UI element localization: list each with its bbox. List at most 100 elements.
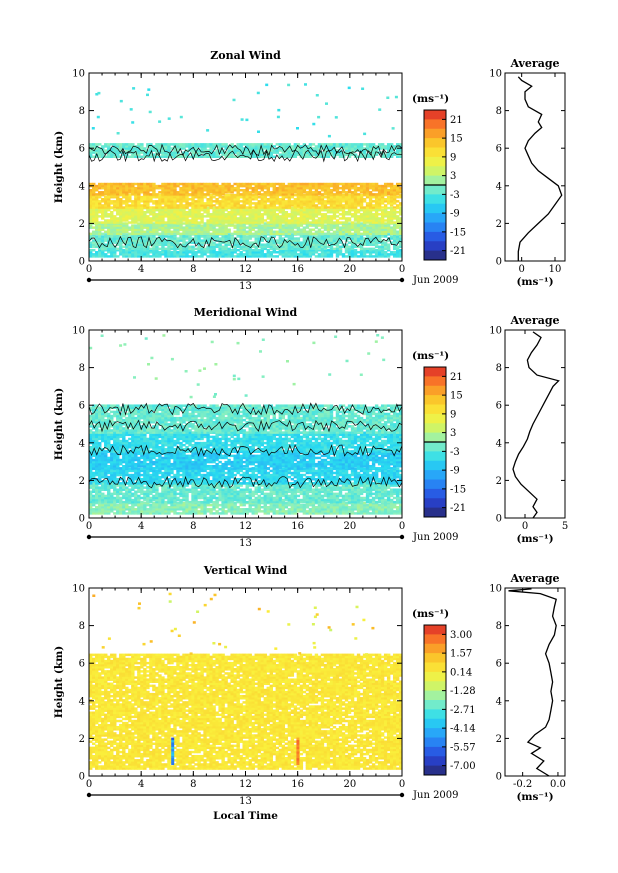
heatmap-cell	[290, 149, 295, 152]
heatmap-cell	[155, 226, 159, 229]
heatmap-cell	[101, 151, 105, 154]
heatmap-cell	[242, 189, 246, 192]
heatmap-cell	[125, 235, 129, 238]
heatmap-cell	[146, 245, 150, 249]
heatmap-cell	[308, 248, 313, 252]
heatmap-cell	[134, 195, 138, 199]
heatmap-cell	[215, 500, 219, 504]
heatmap-cell	[332, 210, 337, 214]
heatmap-cell	[365, 195, 370, 199]
heatmap-cell	[272, 217, 276, 220]
heatmap-cell	[275, 182, 280, 186]
heatmap-cell	[275, 195, 280, 199]
heatmap-cell	[122, 210, 126, 214]
heatmap-cell	[101, 217, 105, 220]
heatmap-cell	[302, 219, 307, 222]
heatmap-cell	[221, 508, 225, 511]
date-label: 13	[239, 281, 252, 292]
heatmap-cell	[302, 213, 307, 216]
heatmap-cell	[335, 251, 340, 254]
heatmap-cell	[170, 239, 174, 242]
heatmap-cell	[203, 253, 207, 256]
heatmap-cell	[203, 143, 207, 146]
heatmap-cell	[332, 500, 337, 504]
heatmap-cell	[146, 228, 150, 231]
heatmap-cell	[257, 145, 261, 148]
heatmap-cell	[395, 193, 400, 196]
heatmap-cell	[290, 226, 295, 229]
heatmap-cell	[212, 200, 216, 203]
heatmap-cell	[221, 235, 225, 238]
heatmap-cell	[362, 255, 367, 258]
heatmap-cell	[215, 217, 219, 220]
heatmap-cell	[146, 93, 149, 97]
heatmap-cell	[200, 228, 204, 231]
heatmap-cell	[131, 204, 135, 207]
heatmap-cell	[383, 219, 388, 222]
heatmap-cell	[299, 241, 304, 244]
heatmap-cell	[197, 239, 201, 242]
heatmap-cell	[341, 147, 346, 150]
heatmap-cell	[149, 189, 153, 192]
y-tick-label: 0	[79, 257, 85, 268]
heatmap-cell	[281, 245, 286, 249]
heatmap-cell	[272, 239, 276, 242]
heatmap-cell	[191, 202, 195, 205]
heatmap-cell	[206, 200, 210, 203]
heatmap-cell	[383, 235, 388, 238]
heatmap-cell	[170, 206, 174, 209]
heatmap-cell	[266, 230, 270, 234]
heatmap-cell	[248, 221, 252, 224]
heatmap-cell	[341, 184, 346, 188]
heatmap-cell	[380, 248, 385, 252]
heatmap-cell	[266, 149, 270, 152]
heatmap-cell	[347, 206, 352, 209]
heatmap-cell	[167, 200, 171, 203]
heatmap-cell	[125, 224, 129, 227]
heatmap-cell	[140, 248, 144, 252]
heatmap-cell	[311, 202, 316, 205]
heatmap-cell	[248, 215, 252, 218]
heatmap-cell	[335, 186, 340, 190]
heatmap-cell	[368, 224, 373, 227]
heatmap-cell	[107, 228, 111, 231]
heatmap-cell	[398, 224, 403, 227]
heatmap-cell	[170, 195, 174, 199]
heatmap-cell	[257, 182, 261, 186]
heatmap-cell	[143, 200, 147, 203]
heatmap-cell	[215, 510, 219, 513]
heatmap-cell	[209, 189, 213, 192]
heatmap-cell	[161, 198, 165, 201]
heatmap-cell	[296, 208, 301, 212]
heatmap-cell	[278, 505, 283, 509]
heatmap-cell	[128, 215, 132, 218]
heatmap-cell	[395, 219, 400, 222]
heatmap-cell	[338, 198, 343, 201]
heatmap-cell	[164, 239, 168, 242]
heatmap-cell	[281, 145, 286, 148]
heatmap-cell	[149, 235, 153, 238]
heatmap-cell	[269, 198, 273, 201]
heatmap-cell	[323, 255, 328, 258]
heatmap-cell	[287, 206, 292, 209]
heatmap-cell	[173, 226, 177, 229]
heatmap-cell	[365, 221, 370, 224]
heatmap-cell	[338, 241, 343, 244]
heatmap-cell	[248, 226, 252, 229]
heatmap-cell	[251, 508, 255, 511]
heatmap-cell	[389, 149, 394, 152]
heatmap-cell	[302, 186, 307, 190]
x-tick-label: 0	[399, 264, 405, 275]
heatmap-cell	[254, 182, 258, 186]
heatmap-cell	[269, 255, 273, 258]
heatmap-cell	[266, 184, 270, 188]
heatmap-cell	[308, 215, 313, 218]
heatmap-cell	[356, 241, 361, 244]
x-tick-label: 4	[138, 264, 144, 275]
heatmap-cell	[119, 99, 123, 103]
heatmap-cell	[194, 193, 198, 196]
heatmap-cell	[107, 213, 111, 216]
heatmap-cell	[131, 191, 135, 194]
heatmap-cell	[224, 184, 228, 188]
heatmap-cell	[305, 245, 310, 249]
